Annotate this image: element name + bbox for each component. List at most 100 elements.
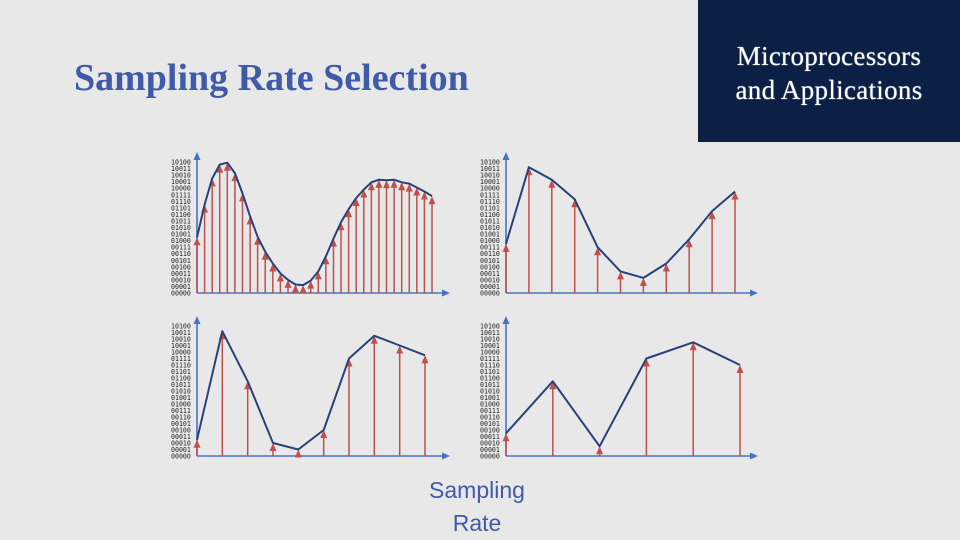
caption-line1: Sampling <box>429 477 525 503</box>
binary-code-label: 10100 <box>171 159 191 167</box>
binary-code-label: 00001 <box>480 446 500 454</box>
binary-code-label: 10011 <box>480 329 500 337</box>
sample-arrow-icon <box>370 335 378 344</box>
sample-arrow-icon <box>689 342 697 351</box>
sample-arrow-icon <box>617 271 624 280</box>
binary-code-label: 00011 <box>480 433 500 441</box>
binary-code-label: 10001 <box>171 342 191 350</box>
binary-code-label: 00011 <box>480 270 500 278</box>
binary-code-label: 01110 <box>480 362 500 370</box>
binary-code-label: 10000 <box>480 185 500 193</box>
binary-code-label: 01000 <box>171 401 191 409</box>
binary-code-label: 01111 <box>480 191 500 199</box>
sample-arrow-icon <box>367 182 375 191</box>
sample-arrow-icon <box>502 433 510 442</box>
binary-code-label: 00110 <box>480 250 500 258</box>
binary-code-label: 01001 <box>171 231 191 239</box>
binary-code-label: 01011 <box>480 217 500 225</box>
sample-arrow-icon <box>307 280 315 289</box>
binary-code-label: 00001 <box>480 283 500 291</box>
binary-code-label: 01001 <box>480 231 500 239</box>
sample-arrow-icon <box>299 285 307 294</box>
sample-arrow-icon <box>413 187 421 196</box>
sample-arrow-icon <box>502 243 510 252</box>
sample-arrow-icon <box>642 358 650 367</box>
binary-code-label: 00010 <box>480 276 500 284</box>
sample-arrow-icon <box>383 180 390 189</box>
sample-arrow-icon <box>269 443 277 451</box>
binary-code-label: 00110 <box>171 250 191 258</box>
course-title-line1: Microprocessors <box>736 41 922 71</box>
sample-arrow-icon <box>276 273 284 282</box>
binary-code-label: 01111 <box>171 355 191 363</box>
sample-arrow-icon <box>548 179 556 188</box>
sample-arrow-icon <box>662 263 670 272</box>
binary-code-label: 10011 <box>171 165 191 173</box>
binary-code-label: 00000 <box>171 453 191 461</box>
course-title-line2: and Applications <box>735 75 923 105</box>
binary-code-label: 10100 <box>480 323 500 331</box>
binary-code-label: 10100 <box>480 159 500 167</box>
sample-arrow-icon <box>736 365 744 373</box>
slide-title: Sampling Rate Selection <box>74 57 469 99</box>
binary-code-label: 10011 <box>480 165 500 173</box>
sample-arrow-icon <box>396 345 404 354</box>
sample-arrow-icon <box>549 381 557 390</box>
binary-code-label: 00101 <box>171 420 191 428</box>
sample-arrow-icon <box>223 162 231 171</box>
sample-arrow-icon <box>261 251 269 260</box>
sample-arrow-icon <box>352 198 360 206</box>
sample-arrow-icon <box>294 449 302 458</box>
binary-code-label: 10100 <box>171 323 191 331</box>
waveform-line <box>196 161 433 287</box>
binary-code-label: 10010 <box>480 172 500 180</box>
binary-code-label: 00100 <box>171 427 191 435</box>
sample-arrow-icon <box>193 439 201 448</box>
binary-code-label: 00000 <box>171 290 191 298</box>
binary-code-label: 01111 <box>480 355 500 363</box>
sample-arrow-icon <box>596 446 604 455</box>
sampling-rate-caption: Sampling Rate <box>404 474 550 540</box>
sample-arrow-icon <box>708 211 716 220</box>
sample-arrow-icon <box>685 239 693 248</box>
sample-arrow-icon <box>193 237 201 246</box>
binary-code-label: 00010 <box>171 276 191 284</box>
y-axis-arrow-icon <box>193 152 201 160</box>
binary-code-label: 10010 <box>171 336 191 344</box>
binary-code-label: 00111 <box>171 244 191 252</box>
binary-code-label: 00011 <box>171 270 191 278</box>
y-axis-arrow-icon <box>502 316 510 324</box>
waveform-line <box>505 166 736 279</box>
binary-code-label: 01110 <box>171 198 191 206</box>
binary-code-label: 10011 <box>171 329 191 337</box>
binary-code-label: 01100 <box>171 211 191 219</box>
x-axis-arrow-icon <box>750 452 758 460</box>
x-axis-arrow-icon <box>750 289 758 297</box>
binary-code-label: 01001 <box>171 394 191 402</box>
binary-code-label: 00000 <box>480 453 500 461</box>
binary-code-label: 01000 <box>480 237 500 245</box>
binary-code-label: 00100 <box>171 263 191 271</box>
binary-code-label: 00100 <box>480 263 500 271</box>
binary-code-label: 00101 <box>171 257 191 265</box>
binary-code-label: 01100 <box>480 375 500 383</box>
waveform-line <box>505 341 741 448</box>
sample-arrow-icon <box>254 236 262 245</box>
binary-code-label: 01001 <box>480 394 500 402</box>
binary-code-label: 01100 <box>171 375 191 383</box>
sample-arrow-icon <box>345 209 353 218</box>
binary-code-label: 10000 <box>171 349 191 357</box>
binary-code-label: 00111 <box>171 407 191 415</box>
binary-code-label: 01000 <box>480 401 500 409</box>
binary-code-label: 00100 <box>480 427 500 435</box>
binary-code-label: 00011 <box>171 433 191 441</box>
binary-code-label: 01011 <box>480 381 500 389</box>
binary-code-label: 01101 <box>480 204 500 212</box>
binary-code-label: 01110 <box>480 198 500 206</box>
binary-code-label: 00110 <box>480 414 500 422</box>
x-axis-arrow-icon <box>442 289 450 297</box>
binary-code-label: 00111 <box>480 244 500 252</box>
course-title-box: Microprocessors and Applications <box>698 0 960 142</box>
sample-arrow-icon <box>360 189 368 198</box>
